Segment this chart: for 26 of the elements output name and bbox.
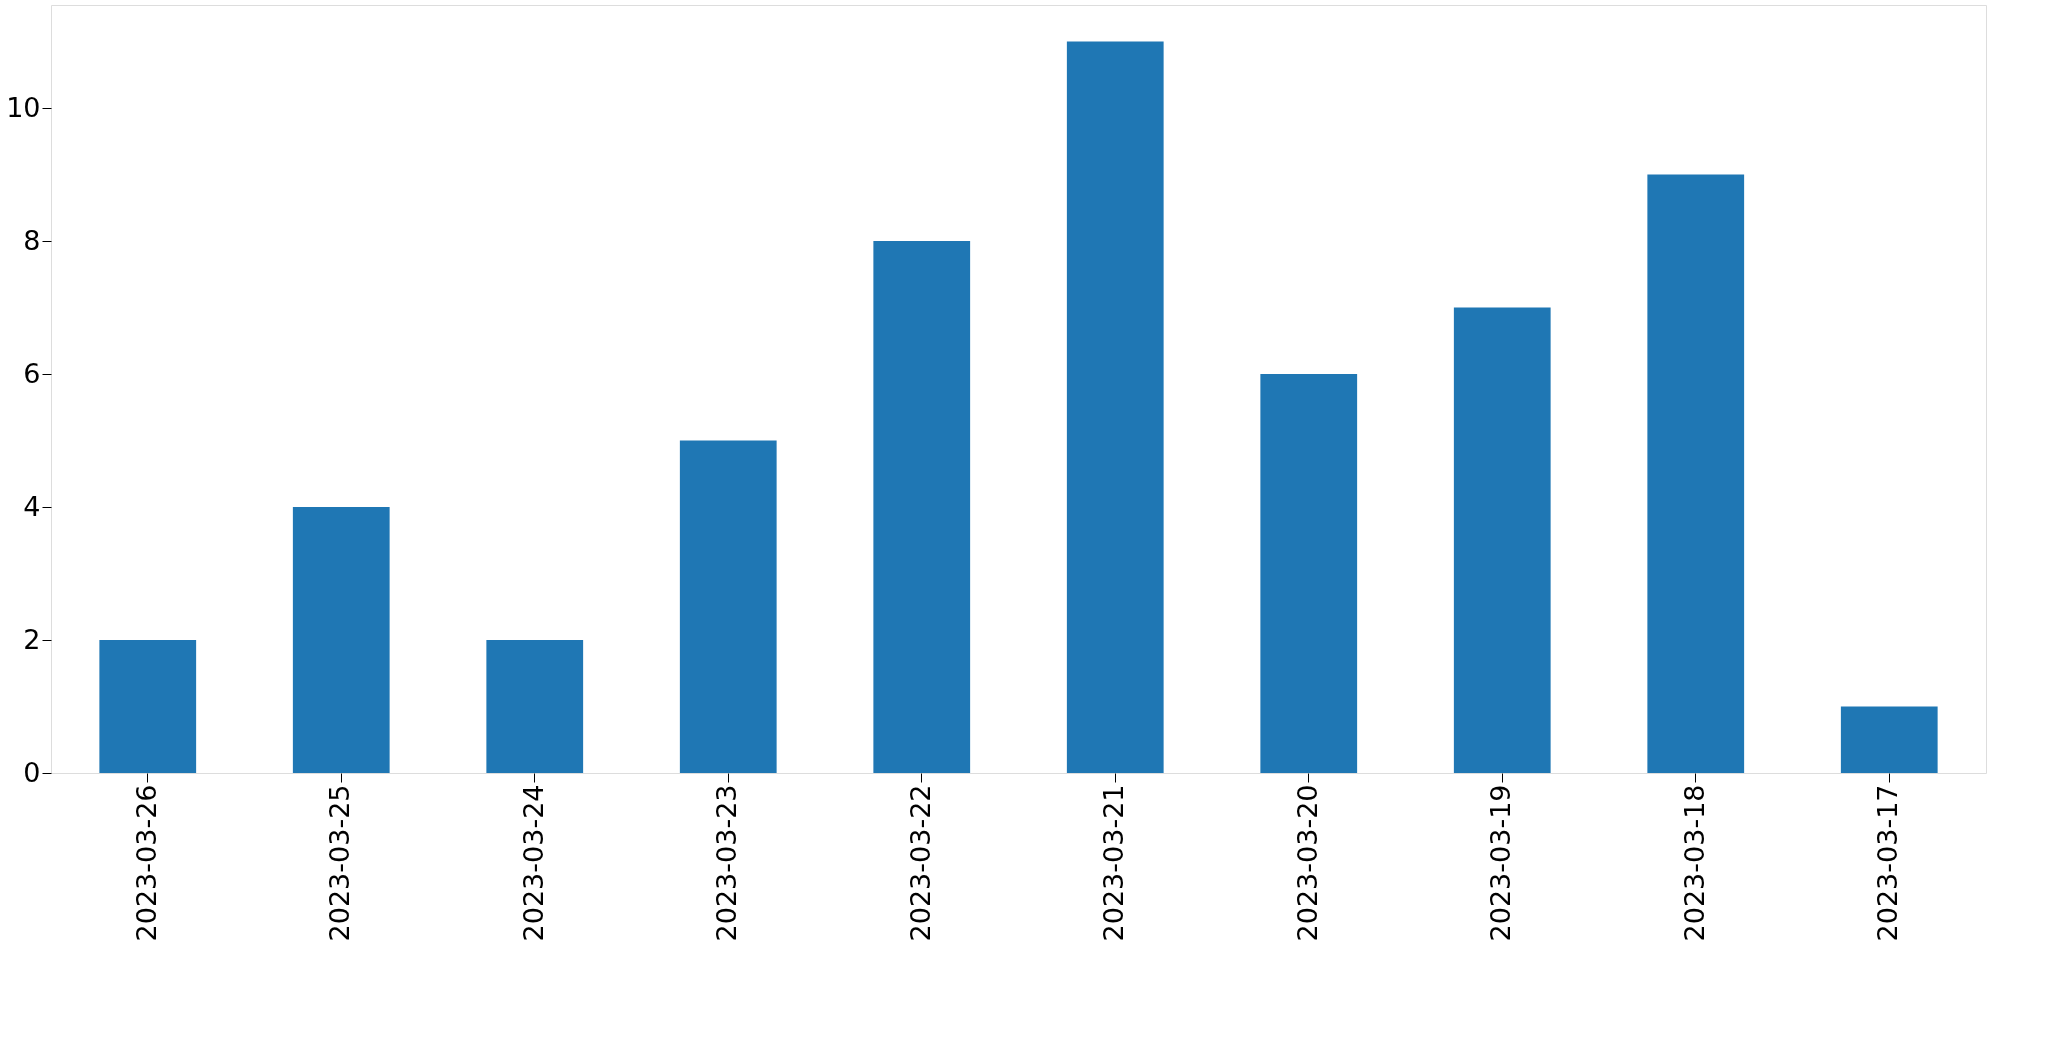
bar — [1066, 41, 1164, 773]
bar — [873, 241, 971, 773]
x-tick-label: 2023-03-26 — [130, 784, 162, 942]
bar — [679, 440, 777, 773]
x-tick-label: 2023-03-18 — [1678, 784, 1710, 942]
y-tick-label: 2 — [23, 623, 41, 655]
x-tick-label: 2023-03-22 — [904, 784, 936, 942]
x-tick-label: 2023-03-19 — [1485, 784, 1517, 942]
bar — [1453, 307, 1551, 773]
x-tick-label: 2023-03-20 — [1291, 784, 1323, 942]
y-tick-label: 10 — [6, 91, 41, 123]
y-tick-label: 6 — [23, 357, 41, 389]
bar — [292, 507, 390, 773]
bar — [486, 640, 584, 773]
bar — [1260, 374, 1358, 773]
x-tick-label: 2023-03-24 — [517, 784, 549, 942]
bar — [1647, 174, 1745, 773]
x-tick-label: 2023-03-23 — [711, 784, 743, 942]
x-tick-label: 2023-03-17 — [1872, 784, 1904, 942]
bar — [99, 640, 197, 773]
y-tick-label: 4 — [23, 490, 41, 522]
x-tick-label: 2023-03-25 — [324, 784, 356, 942]
y-tick-label: 0 — [23, 756, 41, 788]
x-tick-label: 2023-03-21 — [1098, 784, 1130, 942]
y-tick-label: 8 — [23, 224, 41, 256]
bar — [1840, 706, 1938, 773]
